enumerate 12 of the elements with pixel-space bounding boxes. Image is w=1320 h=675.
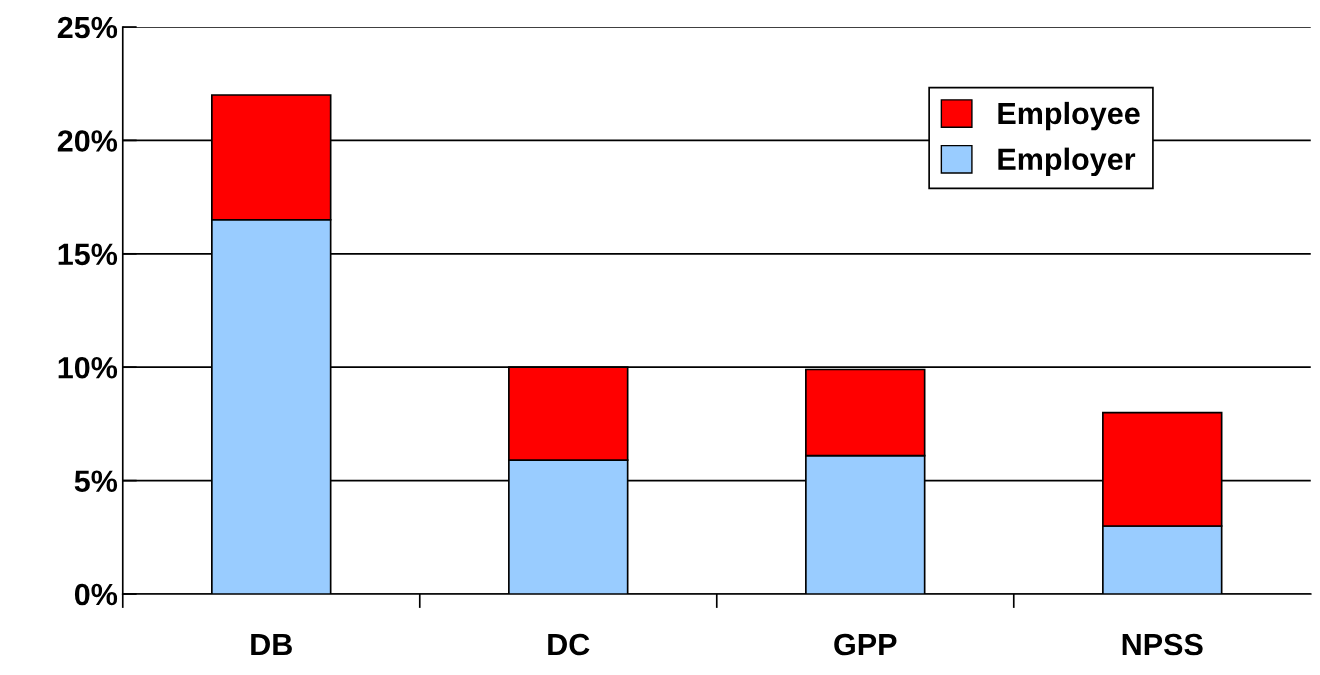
y-tick-label: 15% — [58, 243, 118, 266]
legend-label: Employer — [998, 147, 1136, 177]
x-tick-label: GPP — [834, 633, 897, 656]
y-tick-label: 25% — [57, 16, 118, 39]
y-tick-label: 10% — [58, 356, 118, 379]
y-tick-label: 5% — [74, 470, 118, 492]
legend-label: Employee — [998, 101, 1140, 131]
y-tick-label: 0% — [74, 583, 118, 606]
x-tick-label: NPSS — [1122, 633, 1203, 656]
y-tick-label: 20% — [57, 130, 118, 152]
x-tick-label: DB — [251, 634, 292, 656]
x-tick-label: DC — [548, 633, 590, 656]
